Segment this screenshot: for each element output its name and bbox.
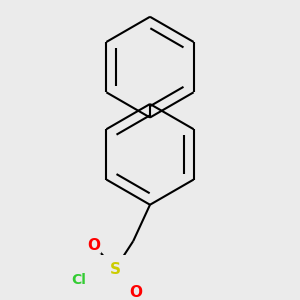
Text: S: S	[110, 262, 121, 277]
Text: Cl: Cl	[71, 273, 86, 287]
Text: O: O	[88, 238, 100, 253]
Text: O: O	[130, 285, 142, 300]
